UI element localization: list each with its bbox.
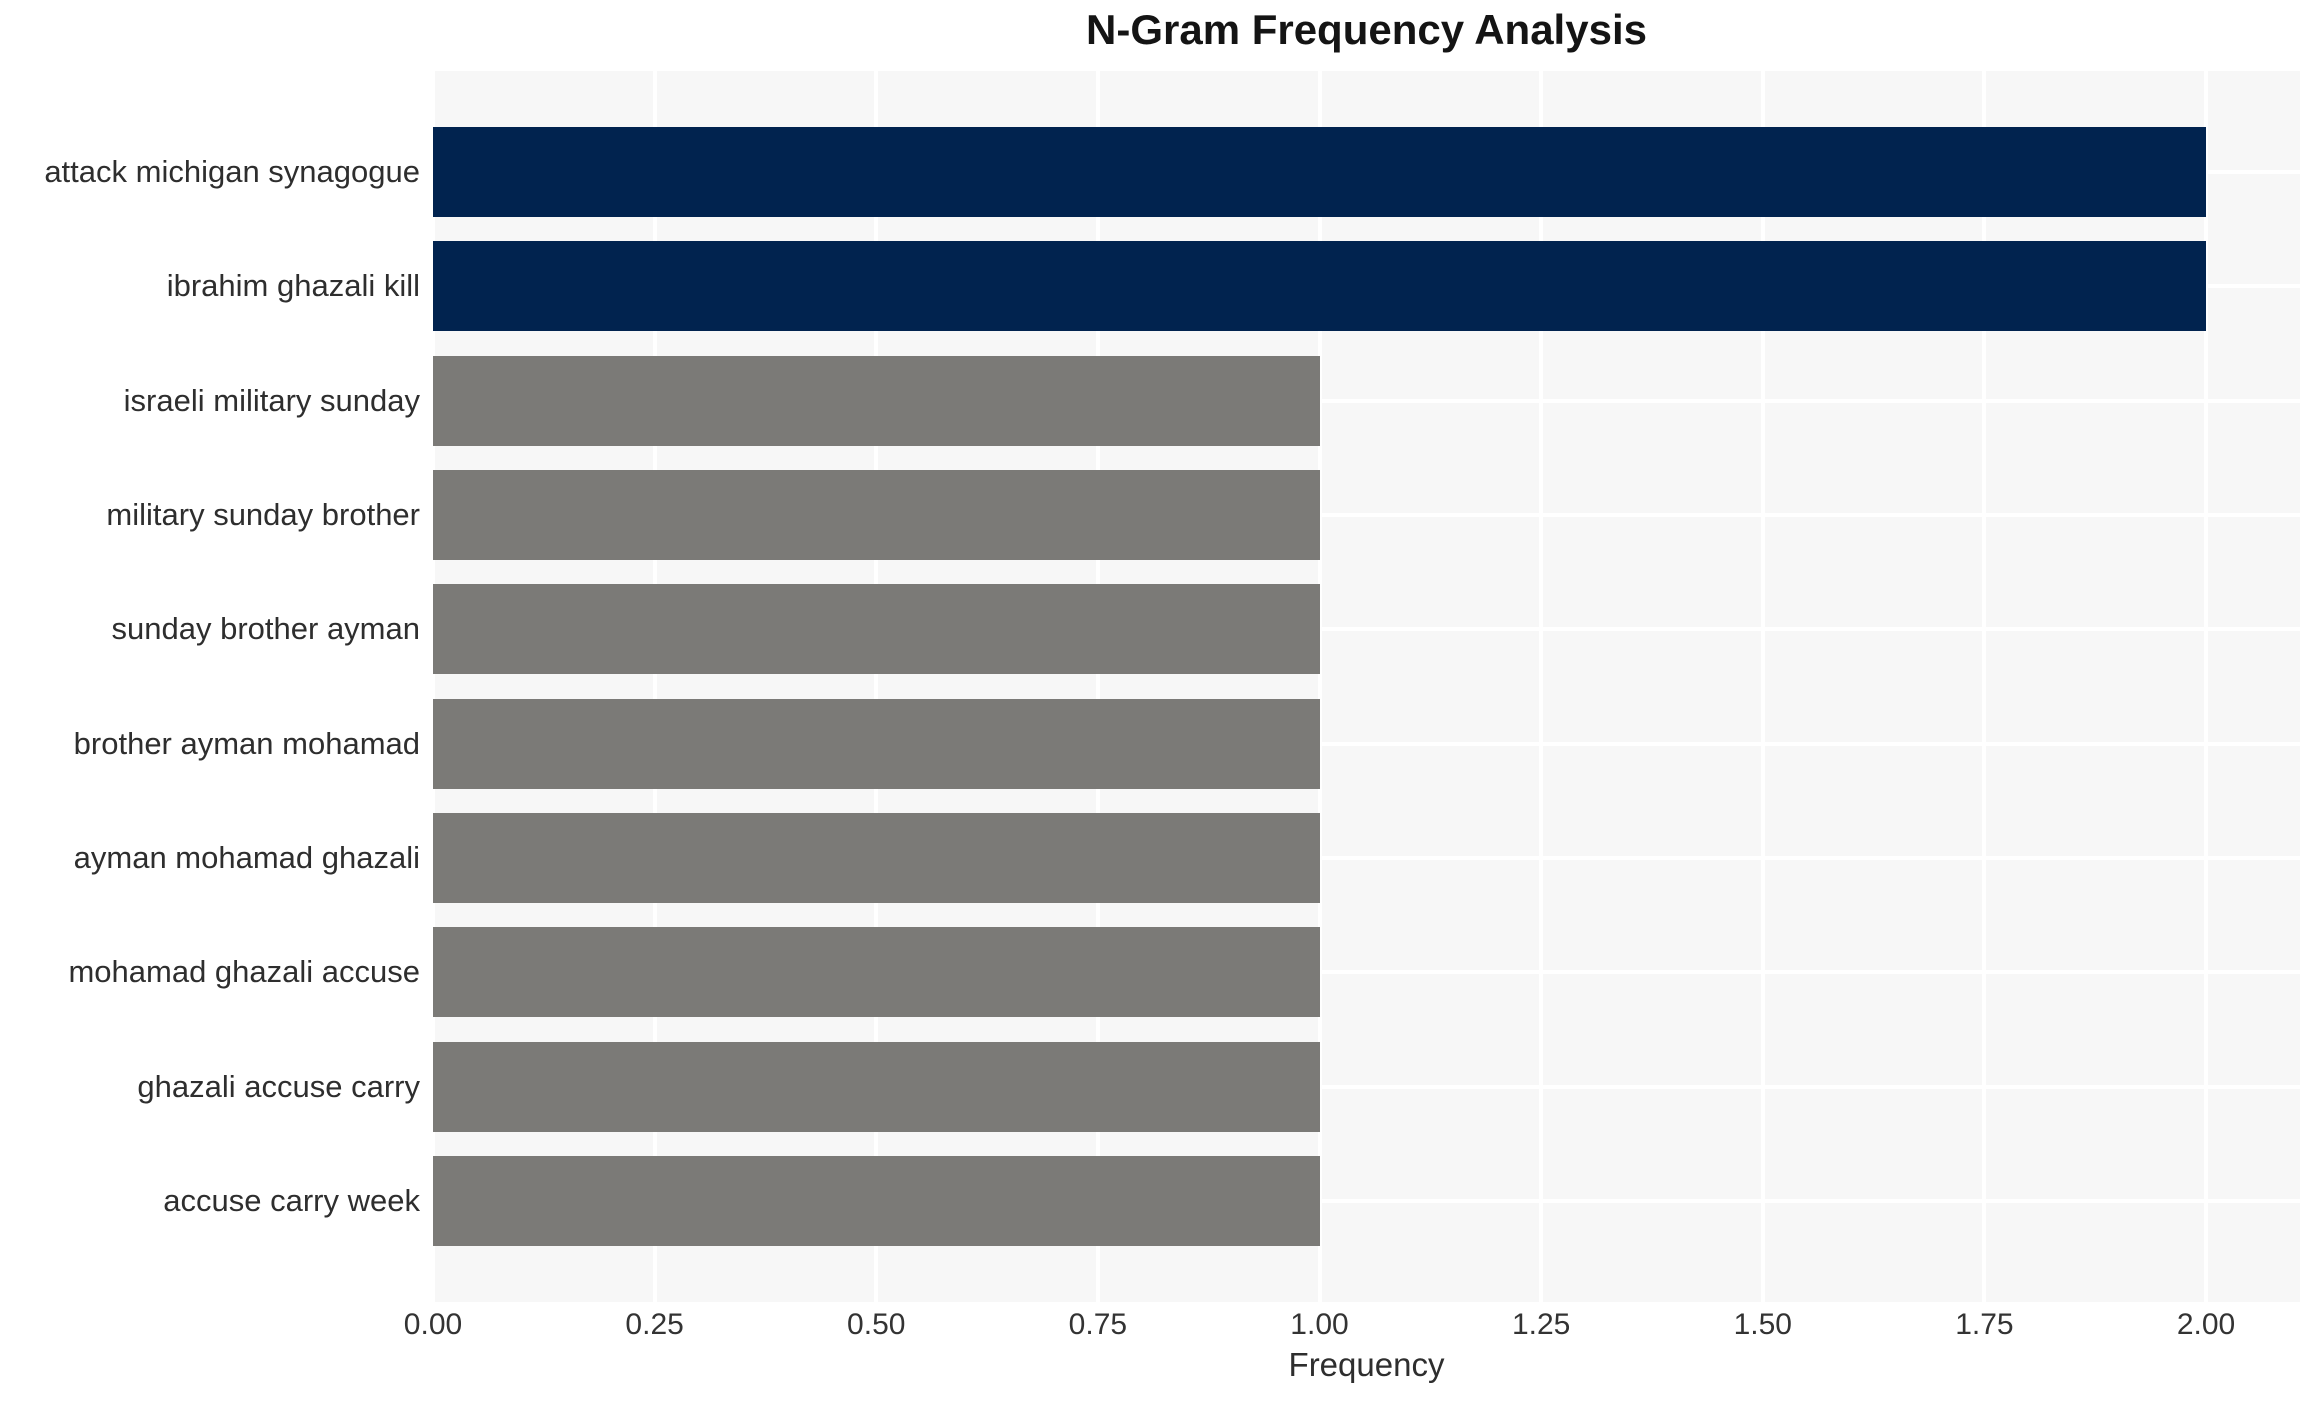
x-tick-label: 2.00 (2176, 1308, 2236, 1341)
category-label: attack michigan synagogue (44, 154, 420, 189)
x-axis-tick-labels: 0.00 0.25 0.50 0.75 1.00 1.25 1.50 1.75 2.00 (404, 1308, 2300, 1348)
x-tick-label: 1.00 (1290, 1308, 1349, 1341)
horizontal-gridline (433, 741, 2300, 746)
category-label: israeli military sunday (123, 382, 420, 418)
vertical-gridline (1317, 71, 1322, 1302)
horizontal-gridline (433, 855, 2300, 860)
category-label: brother ayman mohamad (73, 725, 420, 761)
category-label: mohamad ghazali accuse (68, 954, 420, 990)
category-label: military sunday brother (106, 496, 420, 532)
horizontal-gridline (433, 512, 2300, 517)
horizontal-gridline (433, 1198, 2300, 1203)
vertical-gridline (1760, 71, 1765, 1302)
x-tick-label: 1.50 (1733, 1308, 1792, 1341)
vertical-gridline (1539, 71, 1544, 1302)
vertical-gridline (874, 71, 879, 1302)
horizontal-gridline (433, 1084, 2300, 1089)
bar (433, 812, 1320, 903)
horizontal-gridline (433, 970, 2300, 975)
horizontal-gridline (433, 627, 2300, 632)
x-tick-label: 1.75 (1955, 1308, 2014, 1341)
x-axis-label: Frequency (1288, 1346, 1445, 1383)
y-axis-category-labels: attack michigan synagogue ibrahim ghazali… (0, 71, 420, 1302)
x-tick-label: 0.75 (1068, 1308, 1128, 1341)
bar (433, 1041, 1320, 1132)
x-tick-label: 1.25 (1511, 1308, 1571, 1341)
plot-area (431, 71, 2300, 1302)
category-label: sunday brother ayman (111, 611, 420, 647)
bar (433, 127, 2207, 217)
x-tick-label: 0.50 (847, 1308, 906, 1341)
x-tick-label: 0.25 (625, 1308, 684, 1341)
vertical-gridline (652, 71, 657, 1302)
vertical-gridline (431, 71, 435, 1302)
bar (433, 469, 1320, 560)
chart-title: N-Gram Frequency Analysis (1086, 6, 1647, 53)
vertical-gridline (1095, 71, 1100, 1302)
bar (433, 1155, 1320, 1246)
bar (433, 584, 1320, 675)
bar (433, 698, 1320, 789)
vertical-gridline (1982, 71, 1987, 1302)
category-label: ibrahim ghazali kill (166, 268, 420, 304)
vertical-gridline (2204, 71, 2209, 1302)
horizontal-gridline (433, 398, 2300, 403)
bar (433, 241, 2207, 332)
category-label: ayman mohamad ghazali (73, 839, 420, 875)
bar (433, 927, 1320, 1018)
bar (433, 355, 1320, 446)
x-tick-label: 0.00 (403, 1308, 463, 1341)
category-label: ghazali accuse carry (137, 1068, 420, 1104)
category-label: accuse carry week (163, 1182, 420, 1218)
